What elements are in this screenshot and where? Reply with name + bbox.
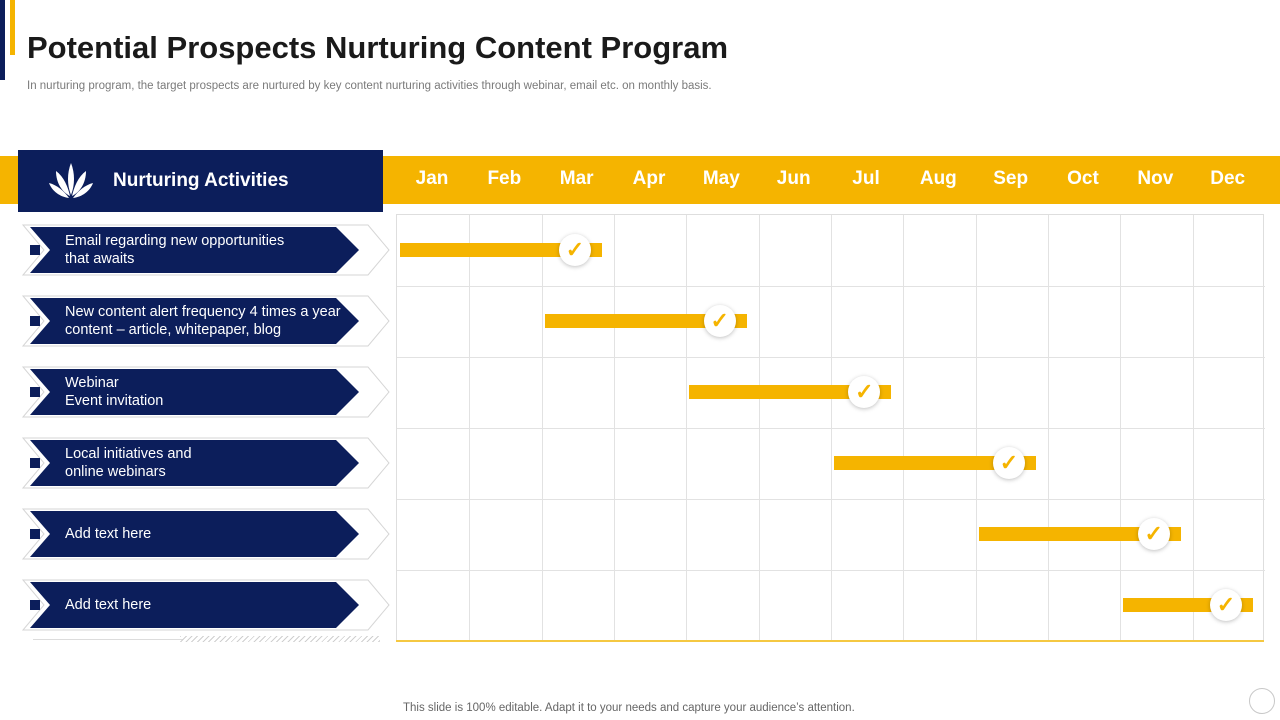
month-label-nov: Nov (1137, 168, 1174, 189)
activity-label-line: Add text here (65, 525, 152, 542)
timeline-grid-bottom-rule (396, 640, 1264, 642)
month-label-jul: Jul (852, 168, 880, 189)
page-subtitle: In nurturing program, the target prospec… (27, 80, 712, 92)
activity-outline (22, 295, 390, 346)
activities-header: Nurturing Activities (18, 150, 383, 212)
activity-label: New content alert frequency 4 times a ye… (65, 303, 350, 339)
check-icon: ✓ (993, 446, 1025, 479)
gantt-bar (689, 384, 892, 399)
check-icon: ✓ (848, 375, 881, 408)
month-label-jun: Jun (776, 168, 811, 189)
activity-outline (22, 437, 390, 488)
check-icon: ✓ (1137, 517, 1170, 550)
bullet-square-icon (30, 528, 40, 539)
grid-row-line (397, 286, 1265, 287)
grid-row-line (397, 570, 1265, 571)
bullet-square-icon (30, 315, 40, 326)
activity-arrow (30, 297, 359, 344)
check-icon: ✓ (703, 304, 736, 337)
activity-label-line: New content alert frequency 4 times a ye… (65, 303, 341, 320)
gantt-bar (400, 242, 602, 257)
month-label-feb: Feb (487, 168, 522, 189)
activities-header-label: Nurturing Activities (113, 170, 289, 191)
gantt-bar (978, 526, 1181, 541)
activity-arrow (30, 510, 359, 557)
activity-outline (22, 508, 390, 559)
month-label-oct: Oct (1067, 168, 1099, 189)
activity-arrow (30, 226, 359, 273)
footer-note: This slide is 100% editable. Adapt it to… (403, 702, 855, 714)
month-label-apr: Apr (632, 168, 666, 189)
activity-arrow (30, 581, 359, 628)
grid-row-line (397, 499, 1265, 500)
activity-label-line: online webinars (65, 463, 166, 480)
month-label-may: May (702, 168, 740, 189)
month-label-dec: Dec (1210, 168, 1246, 189)
gantt-bar (834, 455, 1036, 470)
hatch-decoration (180, 636, 380, 642)
bullet-square-icon (30, 386, 40, 397)
bullet-square-icon (30, 457, 40, 468)
bullet-square-icon (30, 244, 40, 255)
activity-arrow (30, 368, 359, 415)
activity-outline (22, 366, 390, 417)
month-label-sep: Sep (993, 168, 1029, 189)
divider-line (33, 639, 183, 640)
activity-label-line: Local initiatives and (65, 445, 192, 462)
month-label-aug: Aug (919, 168, 957, 189)
activity-label-line: Email regarding new opportunities (65, 232, 285, 249)
activity-outline (22, 224, 390, 275)
activity-label: Local initiatives and online webinars (65, 445, 350, 481)
activity-label-line: Webinar (65, 374, 119, 391)
gantt-bar (544, 313, 747, 328)
activity-label: Add text here (65, 596, 350, 614)
activity-label: Add text here (65, 525, 350, 543)
grid-row-line (397, 357, 1265, 358)
check-icon: ✓ (1210, 588, 1242, 621)
leaf-cluster-icon (49, 163, 93, 198)
corner-circle-decoration (1249, 688, 1275, 714)
accent-bar-navy (0, 0, 5, 80)
page-title: Potential Prospects Nurturing Content Pr… (27, 30, 729, 65)
activity-label: Email regarding new opportunities that aw… (65, 232, 350, 268)
accent-bar-gold (10, 0, 15, 55)
activity-label-line: that awaits (65, 250, 135, 267)
month-label-mar: Mar (559, 168, 594, 189)
activity-label-line: content – article, whitepaper, blog (65, 321, 282, 338)
activity-outline (22, 579, 390, 630)
activity-label-line: Event invitation (65, 392, 164, 409)
month-label-jan: Jan (415, 168, 449, 189)
activity-label: Webinar Event invitation (65, 374, 350, 410)
check-icon: ✓ (559, 233, 591, 266)
grid-row-line (397, 428, 1265, 429)
timeline-grid (396, 214, 1265, 641)
activity-arrow (30, 439, 359, 486)
bullet-square-icon (30, 599, 40, 610)
activity-label-line: Add text here (65, 596, 152, 613)
